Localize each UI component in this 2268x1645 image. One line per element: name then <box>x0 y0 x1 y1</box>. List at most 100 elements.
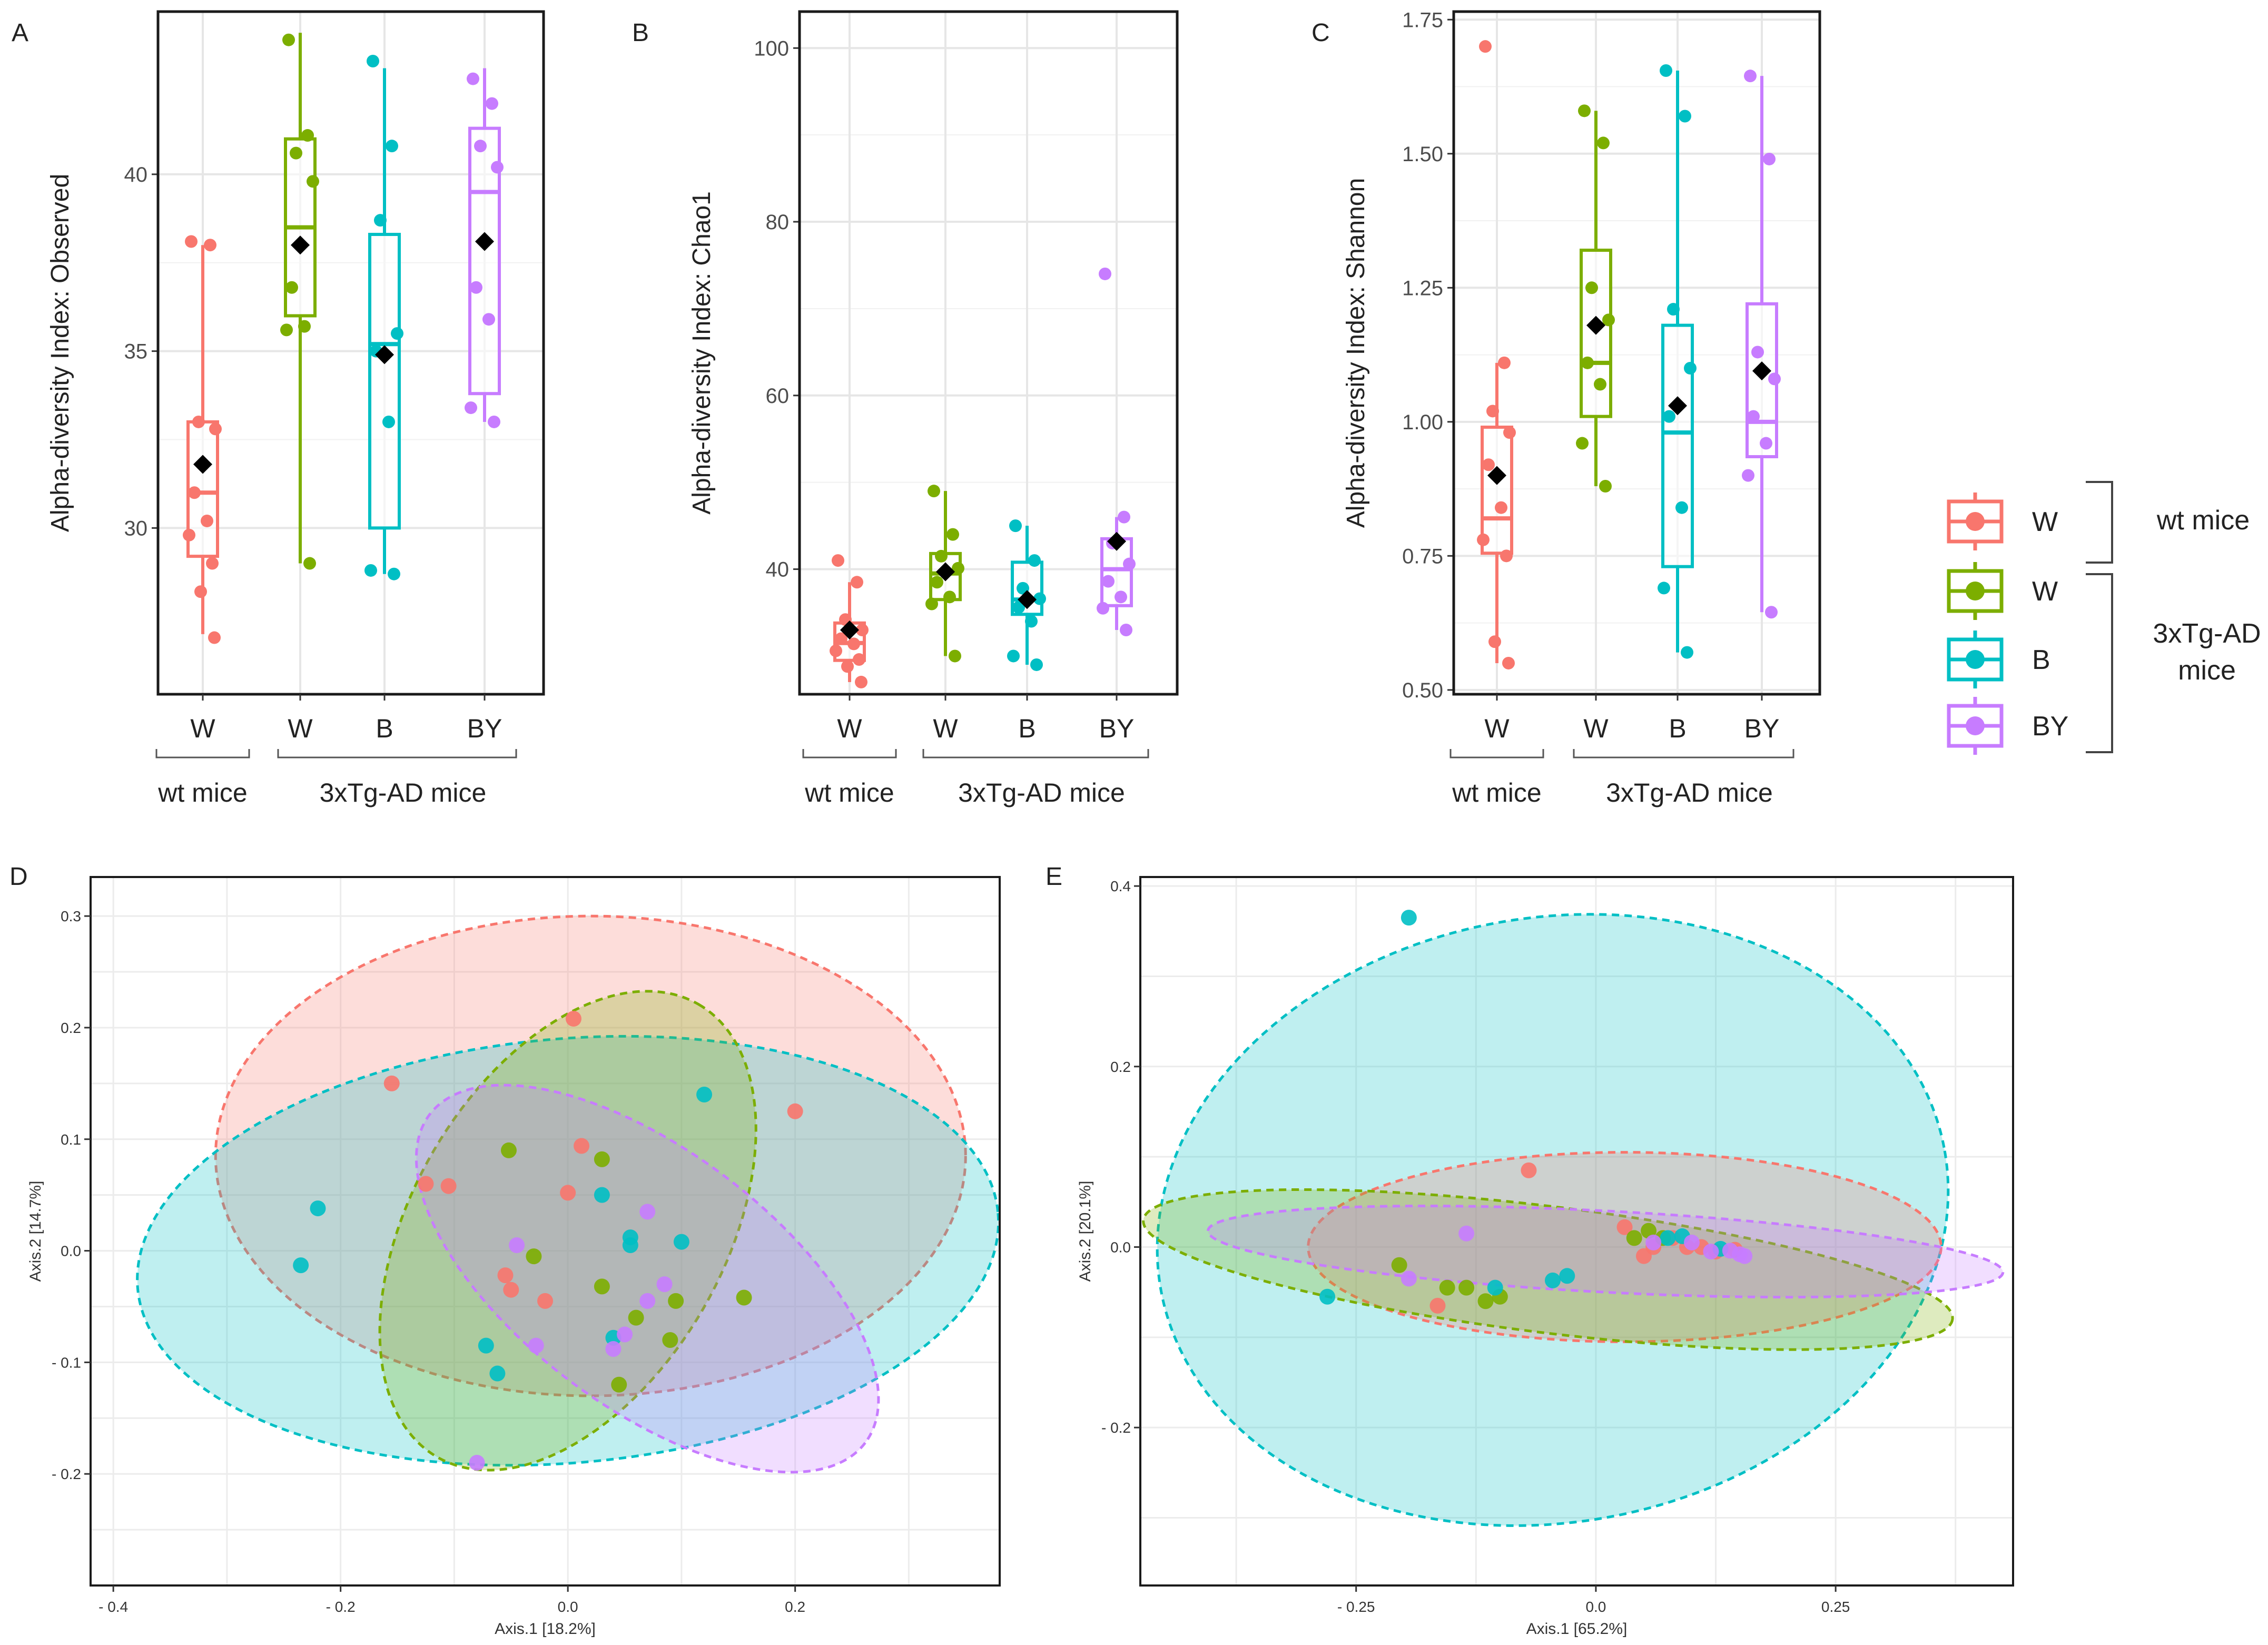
box-3 <box>1007 519 1046 671</box>
data-point <box>1099 267 1111 280</box>
legend-key-point <box>1966 716 1985 735</box>
data-point <box>474 140 487 153</box>
mean-marker <box>840 620 859 639</box>
data-point <box>656 1276 673 1293</box>
y-tick-label: 0.4 <box>1110 878 1131 894</box>
panel-label: E <box>1046 863 1062 891</box>
panel-e: E - 0.25 0.0 0.25 - 0.2 0.0 0.2 0.4 Axis.1 [65.2… <box>1046 863 2014 1638</box>
data-point <box>285 281 298 294</box>
data-point <box>594 1151 610 1167</box>
y-tick-label: 0.3 <box>61 908 81 924</box>
y-tick-label: 60 <box>766 385 790 408</box>
group-bracket-tg <box>277 749 517 759</box>
data-point <box>1486 405 1499 418</box>
mean-marker <box>1752 361 1771 381</box>
data-point <box>1658 582 1670 595</box>
data-point <box>639 1204 656 1220</box>
y-axis-label: Axis.2 [14.7%] <box>27 1181 44 1282</box>
data-point <box>851 576 863 589</box>
mean-marker <box>1586 316 1605 335</box>
box-4 <box>1097 267 1136 636</box>
data-point <box>1763 152 1776 165</box>
data-point <box>1581 356 1594 369</box>
data-point <box>467 72 479 85</box>
data-point <box>855 675 867 688</box>
group-label-wt: wt mice <box>804 778 894 807</box>
x-tick-label: W <box>288 714 313 743</box>
data-point <box>736 1289 752 1306</box>
data-point <box>208 631 221 644</box>
data-point <box>928 485 940 498</box>
mean-marker <box>1018 590 1037 609</box>
data-point <box>209 422 222 436</box>
data-point <box>1645 1234 1662 1250</box>
panel-label: D <box>9 863 28 891</box>
mean-marker <box>1668 396 1687 416</box>
data-point <box>192 415 205 428</box>
data-point <box>478 1337 494 1354</box>
data-point <box>293 1257 309 1274</box>
data-point <box>1482 458 1495 471</box>
data-point <box>298 320 311 333</box>
box-iqr <box>1661 323 1694 568</box>
data-point <box>528 1337 544 1354</box>
data-point <box>1488 635 1501 648</box>
mean-marker <box>193 455 212 474</box>
data-point <box>1115 590 1127 604</box>
data-point <box>830 644 842 657</box>
data-point <box>470 281 482 294</box>
x-tick-label: B <box>1669 714 1686 743</box>
group-bracket-wt <box>1449 749 1544 759</box>
data-point <box>1616 1219 1633 1235</box>
data-point <box>1009 519 1022 533</box>
data-point <box>486 97 498 110</box>
data-point <box>509 1237 525 1253</box>
plot-frame <box>1452 10 1821 696</box>
data-point <box>1479 40 1492 53</box>
x-tick-label: 0.0 <box>558 1599 578 1615</box>
data-point <box>835 632 847 645</box>
x-axis-label: Axis.1 [65.2%] <box>1526 1620 1628 1638</box>
data-point <box>1500 549 1513 563</box>
data-point <box>1498 356 1511 369</box>
data-point <box>1684 362 1697 375</box>
data-point <box>307 175 319 188</box>
data-point <box>594 1187 610 1203</box>
data-point <box>491 161 504 174</box>
data-point <box>1503 426 1516 439</box>
legend-item-4: BY <box>1947 697 2068 755</box>
box-2 <box>280 33 319 570</box>
y-tick-label: 0.75 <box>1402 545 1443 568</box>
data-point <box>374 214 387 227</box>
legend-key-point <box>1966 582 1985 600</box>
y-tick-label: 0.1 <box>61 1131 81 1148</box>
data-point <box>1487 1279 1503 1296</box>
data-point <box>662 1332 678 1348</box>
data-point <box>639 1293 656 1309</box>
data-point <box>1760 437 1772 450</box>
data-point <box>290 146 302 160</box>
x-tick-label: W <box>837 714 862 743</box>
data-point <box>856 623 869 636</box>
legend-label: W <box>2032 507 2058 537</box>
data-point <box>1635 1248 1652 1264</box>
box-1 <box>1477 40 1516 669</box>
data-point <box>1012 601 1025 614</box>
data-point <box>391 327 403 340</box>
legend: W W B BY wt mice 3xTg-AD mice <box>1947 481 2261 755</box>
data-point <box>388 567 400 580</box>
data-point <box>617 1326 633 1343</box>
data-point <box>1502 656 1515 669</box>
legend-item-2: W <box>1947 562 2058 620</box>
legend-key-point <box>1966 650 1985 669</box>
data-point <box>194 585 207 598</box>
y-tick-label: - 0.2 <box>52 1466 81 1482</box>
mean-marker <box>475 232 494 251</box>
data-point <box>1028 554 1041 567</box>
data-point <box>488 415 500 428</box>
data-point <box>1477 533 1490 546</box>
box-2 <box>1576 104 1615 492</box>
panel-c: C 0.50 0.75 1.00 1.25 1.50 1.75 Alpha-diversity… <box>1312 8 1821 807</box>
y-tick-label: 0.50 <box>1402 679 1443 702</box>
